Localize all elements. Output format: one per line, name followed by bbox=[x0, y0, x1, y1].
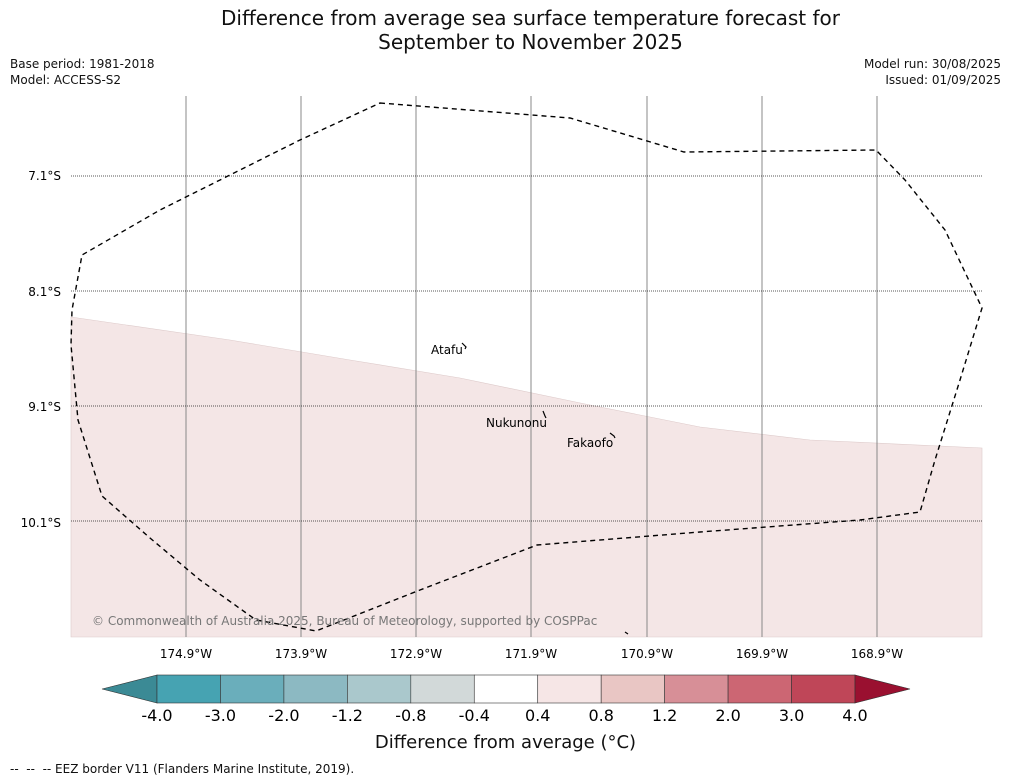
eez-legend-text: -- EEZ border V11 (Flanders Marine Insti… bbox=[42, 762, 355, 776]
atoll-nukunonu: Nukunonu bbox=[486, 410, 547, 430]
colorbar-tick-label: 4.0 bbox=[842, 706, 867, 725]
eez-legend-line: -- -- bbox=[10, 762, 43, 776]
colorbar-segment bbox=[410, 674, 475, 704]
colorbar-segment bbox=[791, 674, 856, 704]
colorbar-label: Difference from average (°C) bbox=[374, 732, 637, 753]
colorbar-segment bbox=[156, 674, 221, 704]
colorbar-tick-label: -4.0 bbox=[141, 706, 172, 725]
longitude-labels: 174.9°W 173.9°W 172.9°W 171.9°W 170.9°W … bbox=[160, 647, 903, 661]
colorbar-segment bbox=[283, 674, 348, 704]
colorbar-segment bbox=[664, 674, 729, 704]
place-label-nukunonu: Nukunonu bbox=[486, 416, 547, 430]
colorbar-tick-label: -3.0 bbox=[205, 706, 236, 725]
place-label-atafu: Atafu bbox=[431, 343, 463, 357]
lon-label: 169.9°W bbox=[736, 647, 788, 661]
colorbar-segment bbox=[537, 674, 602, 704]
lat-label: 9.1°S bbox=[28, 400, 61, 414]
model-name: Model: ACCESS-S2 bbox=[10, 73, 122, 87]
atoll-fakaofo: Fakaofo bbox=[567, 432, 616, 450]
colorbar-tick-label: -0.4 bbox=[459, 706, 490, 725]
colorbar-segment bbox=[347, 674, 412, 704]
lon-label: 174.9°W bbox=[160, 647, 212, 661]
meta-right: Model run: 30/08/2025 Issued: 01/09/2025 bbox=[864, 56, 1001, 88]
colorbar-segment bbox=[220, 674, 285, 704]
small-islet-marker bbox=[624, 631, 629, 635]
base-period: Base period: 1981-2018 bbox=[10, 57, 155, 71]
colorbar-segment bbox=[727, 674, 792, 704]
place-label-fakaofo: Fakaofo bbox=[567, 436, 613, 450]
chart-title: Difference from average sea surface temp… bbox=[0, 6, 1011, 54]
copyright-notice: © Commonwealth of Australia 2025, Bureau… bbox=[92, 614, 598, 628]
colorbar-tick-label: 0.8 bbox=[588, 706, 613, 725]
lon-label: 172.9°W bbox=[390, 647, 442, 661]
lon-label: 171.9°W bbox=[505, 647, 557, 661]
lat-label: 10.1°S bbox=[21, 516, 61, 530]
colorbar-extend-low bbox=[101, 674, 158, 704]
colorbar-tick-label: 0.4 bbox=[525, 706, 550, 725]
colorbar-segment bbox=[600, 674, 665, 704]
colorbar-extend-high bbox=[854, 674, 911, 704]
colorbar-tick-label: 1.2 bbox=[652, 706, 677, 725]
colorbar-tick-label: -1.2 bbox=[332, 706, 363, 725]
lon-label: 168.9°W bbox=[851, 647, 903, 661]
title-line-1: Difference from average sea surface temp… bbox=[220, 6, 840, 30]
lat-label: 8.1°S bbox=[28, 285, 61, 299]
anomaly-shaded-region bbox=[70, 316, 983, 638]
colorbar-tick-label: 2.0 bbox=[715, 706, 740, 725]
colorbar-tick-label: -0.8 bbox=[395, 706, 426, 725]
colorbar-segment bbox=[473, 674, 539, 704]
latitude-labels: 7.1°S 8.1°S 9.1°S 10.1°S bbox=[21, 169, 61, 530]
atoll-atafu: Atafu bbox=[431, 342, 467, 357]
model-run: Model run: 30/08/2025 bbox=[863, 57, 1001, 71]
colorbar-tick-label: -2.0 bbox=[268, 706, 299, 725]
lon-label: 173.9°W bbox=[275, 647, 327, 661]
meta-left: Base period: 1981-2018 Model: ACCESS-S2 bbox=[10, 56, 155, 88]
colorbar-tick-label: 3.0 bbox=[779, 706, 804, 725]
title-line-2: September to November 2025 bbox=[378, 30, 683, 54]
eez-border bbox=[70, 102, 983, 632]
eez-legend: -- -- -- EEZ border V11 (Flanders Marine… bbox=[10, 762, 354, 776]
issued-date: Issued: 01/09/2025 bbox=[885, 73, 1001, 87]
colorbar bbox=[101, 674, 911, 704]
lat-label: 7.1°S bbox=[28, 169, 61, 183]
colorbar-ticks: -4.0 -3.0 -2.0 -1.2 -0.8 -0.4 0.4 0.8 1.2 2.0 3.0 4… bbox=[141, 706, 867, 725]
lon-label: 170.9°W bbox=[621, 647, 673, 661]
